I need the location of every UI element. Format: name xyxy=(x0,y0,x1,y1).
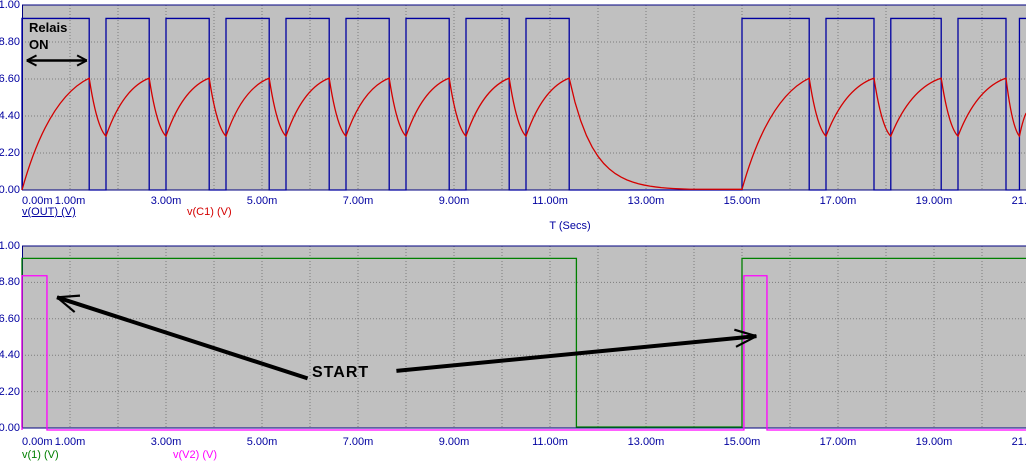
start-arrow-1-barb0 xyxy=(734,328,757,338)
relais-on-arrow-right-barb0 xyxy=(76,54,88,62)
x-tick-label: 0.00m xyxy=(22,195,53,207)
x-tick-label: 5.00m xyxy=(246,195,278,207)
y-tick-label: 6.60 xyxy=(0,73,20,85)
x-tick-label: 9.00m xyxy=(438,195,470,207)
trace-v-1-v xyxy=(21,257,1026,428)
y-tick-label: 0.00 xyxy=(0,184,20,196)
y-tick-label: 2.20 xyxy=(0,385,20,398)
trace-v-out-v xyxy=(21,17,1026,191)
start-arrow-0-barb0 xyxy=(56,296,76,313)
relais-on-arrow-right-barb1 xyxy=(76,59,88,67)
top-plot-area[interactable] xyxy=(22,5,1026,190)
x-tick-label: 3.00m xyxy=(150,436,182,448)
x-tick-label: 21.00m xyxy=(1011,436,1026,448)
legend-v-1-v: v(1) (V) xyxy=(22,449,59,461)
y-tick-label: 6.60 xyxy=(0,312,20,325)
y-tick-label: 11.00 xyxy=(0,240,20,252)
legend-v-v2-v: v(V2) (V) xyxy=(173,449,217,461)
y-tick-label: 2.20 xyxy=(0,147,20,159)
x-tick-label: 17.00m xyxy=(819,195,857,207)
x-tick-label: 15.00m xyxy=(723,195,761,207)
annotation-start-label: START xyxy=(312,364,370,381)
legend-v-out-v: v(OUT) (V) xyxy=(22,206,76,218)
start-arrow-1-shaft xyxy=(396,334,757,373)
x-tick-label: 11.00m xyxy=(532,436,568,448)
x-tick-label: 13.00m xyxy=(627,195,665,207)
x-tick-label: 15.00m xyxy=(723,436,761,448)
x-tick-label: 1.00m xyxy=(54,195,86,207)
relais-on-arrow-left-barb1 xyxy=(26,54,37,62)
legend-v-c1-v: v(C1) (V) xyxy=(187,206,232,218)
x-axis-title: T (Secs) xyxy=(549,220,591,232)
x-tick-label: 7.00m xyxy=(342,195,374,207)
start-arrow-0-barb1 xyxy=(56,294,81,299)
y-tick-label: 4.40 xyxy=(0,349,20,362)
relais-on-arrow-left-barb0 xyxy=(26,59,37,67)
x-tick-label: 21.00m xyxy=(1011,195,1026,207)
y-tick-label: 0.00 xyxy=(0,422,20,434)
annotation-relais-line2: ON xyxy=(29,37,49,52)
x-tick-label: 17.00m xyxy=(819,436,857,448)
x-tick-label: 0.00m xyxy=(22,436,53,448)
y-tick-label: 11.00 xyxy=(0,0,20,11)
bottom-plot-area[interactable] xyxy=(22,246,1026,428)
start-arrow-0-shaft xyxy=(56,295,309,381)
x-tick-label: 1.00m xyxy=(54,436,86,448)
x-tick-label: 7.00m xyxy=(342,436,374,448)
y-tick-label: 4.40 xyxy=(0,110,20,122)
annotation-relais-on: Relais ON xyxy=(29,19,67,53)
annotation-relais-line1: Relais xyxy=(29,20,68,35)
trace-v-c1-v xyxy=(21,77,1026,191)
x-tick-label: 19.00m xyxy=(915,436,953,448)
y-tick-label: 8.80 xyxy=(0,36,20,48)
x-tick-label: 3.00m xyxy=(150,195,182,207)
start-arrow-1-barb1 xyxy=(735,335,757,348)
x-tick-label: 9.00m xyxy=(438,436,470,448)
y-tick-label: 8.80 xyxy=(0,276,20,289)
x-tick-label: 11.00m xyxy=(532,195,568,207)
x-tick-label: 13.00m xyxy=(627,436,665,448)
trace-v-v2-v xyxy=(21,275,1026,431)
x-tick-label: 5.00m xyxy=(246,436,278,448)
x-tick-label: 19.00m xyxy=(915,195,953,207)
